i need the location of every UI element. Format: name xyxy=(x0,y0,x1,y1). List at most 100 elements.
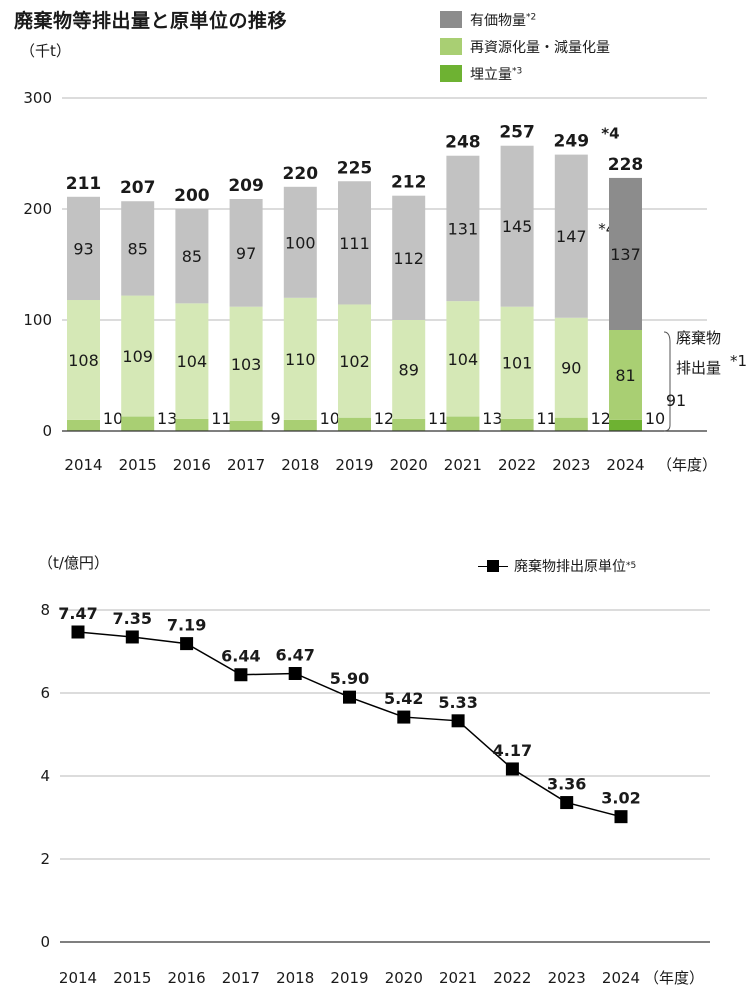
bar-value-label: 112 xyxy=(393,249,424,268)
bar-x-tick-label: 2021 xyxy=(444,456,482,474)
bar-value-label: 102 xyxy=(339,352,370,371)
bar-segment xyxy=(392,320,426,419)
bar-segment xyxy=(283,297,317,420)
bar-value-label: 13 xyxy=(482,409,502,428)
bar-value-label: 147 xyxy=(556,227,587,246)
bar-segment xyxy=(175,418,209,431)
bar-segment xyxy=(338,304,371,418)
legend-item-recycled: 再資源化量・減量化量 xyxy=(440,33,610,60)
bar-value-label: 9 xyxy=(271,409,281,428)
legend-swatch-valuables xyxy=(440,11,462,28)
line-x-tick-label: 2016 xyxy=(168,969,206,987)
bar-annotation-value: 91 xyxy=(666,391,686,410)
bar-value-label: 12 xyxy=(591,409,611,428)
bar-value-label: 85 xyxy=(182,247,202,266)
bar-value-label: 145 xyxy=(502,217,533,236)
line-x-tick-label: 2022 xyxy=(493,969,531,987)
line-x-tick-label: 2018 xyxy=(276,969,314,987)
bar-y-tick-label: 0 xyxy=(42,422,52,440)
bar-value-label: 111 xyxy=(339,234,370,253)
bar-value-label: 104 xyxy=(448,350,479,369)
line-x-tick-label: 2014 xyxy=(59,969,97,987)
line-x-tick-label: 2020 xyxy=(385,969,423,987)
bar-value-label: 10 xyxy=(320,409,340,428)
legend-note-intensity: *5 xyxy=(626,561,637,571)
bar-segment xyxy=(446,155,480,302)
line-point-marker xyxy=(343,690,356,704)
bar-value-label: 110 xyxy=(285,350,316,369)
bar-total-label: 228 xyxy=(608,155,644,175)
bar-total-note: *4 xyxy=(601,125,619,143)
bar-value-label: 108 xyxy=(68,351,99,370)
legend-swatch-recycled xyxy=(440,38,462,55)
line-point-marker xyxy=(234,668,248,682)
bar-value-label: 109 xyxy=(122,347,153,366)
line-point-label: 5.90 xyxy=(330,669,369,688)
line-point-marker xyxy=(451,714,465,728)
bar-chart-unit-label: （千t） xyxy=(20,42,71,60)
line-point-label: 6.47 xyxy=(275,645,314,664)
bar-segment xyxy=(229,199,263,307)
bar-segment xyxy=(338,181,371,305)
bar-value-label: 11 xyxy=(536,409,556,428)
line-point-marker xyxy=(505,762,519,776)
bar-segment xyxy=(446,301,480,417)
bar-segment xyxy=(67,196,100,301)
bar-x-tick-label: 2020 xyxy=(390,456,428,474)
line-x-tick-label: 2021 xyxy=(439,969,477,987)
legend-item-valuables: 有価物量*2 xyxy=(440,6,610,33)
line-point-label: 7.19 xyxy=(167,616,206,635)
bar-segment xyxy=(121,201,155,296)
legend-label-valuables: 有価物量 xyxy=(470,12,526,29)
bar-x-tick-label: 2024 xyxy=(606,456,644,474)
line-point-label: 3.02 xyxy=(601,789,640,808)
bar-x-tick-label: 2015 xyxy=(119,456,157,474)
chart-title: 廃棄物等排出量と原単位の推移 xyxy=(14,10,288,32)
bar-segment xyxy=(283,419,317,431)
line-y-tick-label: 6 xyxy=(40,684,50,702)
legend-label-recycled: 再資源化量・減量化量 xyxy=(470,39,610,56)
bar-value-label: 81 xyxy=(615,366,635,385)
bar-x-tick-label: 2022 xyxy=(498,456,536,474)
bar-x-tick-label: 2016 xyxy=(173,456,211,474)
bar-total-label: 207 xyxy=(120,178,156,198)
legend-marker-intensity xyxy=(478,560,508,572)
bar-chart-legend: 有価物量*2 再資源化量・減量化量 埋立量*3 xyxy=(440,6,610,87)
bar-x-tick-label: 2014 xyxy=(64,456,102,474)
bar-x-tick-label: 2019 xyxy=(335,456,373,474)
bar-total-label: 209 xyxy=(228,176,264,196)
bar-value-label: 12 xyxy=(374,409,394,428)
bar-segment xyxy=(229,306,263,422)
bar-annotation-line2: 排出量 xyxy=(676,359,721,377)
bar-value-label: 89 xyxy=(399,360,419,379)
line-y-tick-label: 4 xyxy=(40,767,50,785)
line-point-marker xyxy=(180,637,194,651)
bar-segment xyxy=(121,416,155,431)
bar-segment xyxy=(609,177,642,330)
bar-segment xyxy=(554,417,588,431)
bar-value-label: 10 xyxy=(103,409,123,428)
line-point-label: 6.44 xyxy=(221,647,260,666)
line-point-marker xyxy=(71,625,85,639)
bar-y-tick-label: 300 xyxy=(23,89,52,107)
bar-value-label: 97 xyxy=(236,244,256,263)
bar-value-label: 137 xyxy=(610,245,641,264)
bar-segment xyxy=(500,418,534,431)
bar-x-tick-label: 2018 xyxy=(281,456,319,474)
line-series-path xyxy=(77,631,622,818)
bar-segment xyxy=(446,416,480,431)
bar-value-label: 101 xyxy=(502,354,533,373)
line-point-marker xyxy=(560,796,574,810)
bar-total-label: 248 xyxy=(445,133,481,153)
line-x-tick-label: 2015 xyxy=(113,969,151,987)
bar-total-label: 257 xyxy=(499,123,535,143)
line-point-label: 4.17 xyxy=(493,741,532,760)
bar-total-label: 249 xyxy=(554,132,590,152)
line-point-marker xyxy=(614,810,628,824)
bar-segment xyxy=(609,329,642,420)
bar-segment xyxy=(229,421,263,431)
line-point-marker xyxy=(288,666,302,680)
bar-total-label: 225 xyxy=(337,158,373,178)
bar-total-label: 200 xyxy=(174,186,210,206)
